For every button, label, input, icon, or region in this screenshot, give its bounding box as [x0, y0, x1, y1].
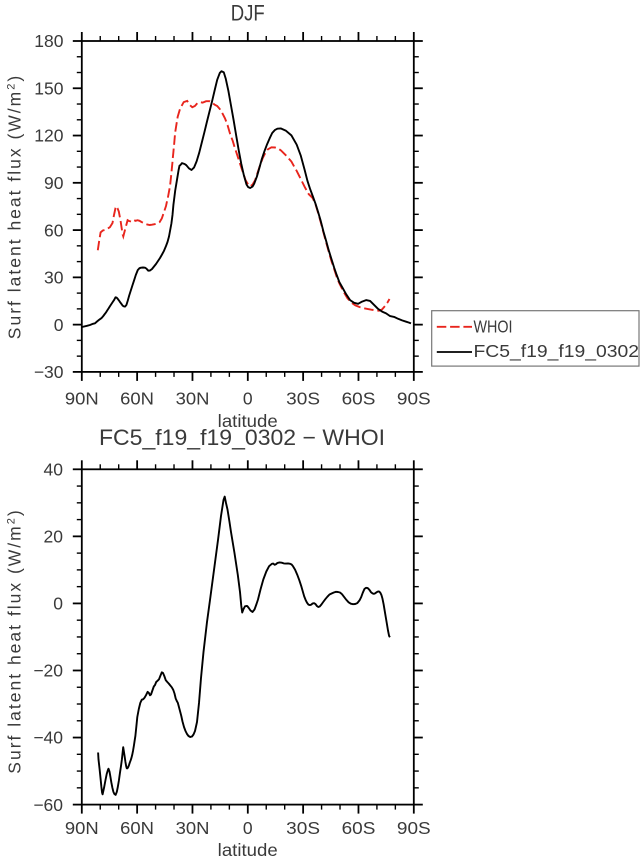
svg-text:30: 30 [44, 268, 64, 288]
svg-text:120: 120 [34, 126, 63, 146]
svg-text:40: 40 [44, 460, 64, 480]
svg-text:30N: 30N [176, 388, 210, 408]
svg-text:30N: 30N [176, 818, 210, 838]
svg-text:90N: 90N [65, 388, 99, 408]
svg-text:60S: 60S [342, 388, 376, 408]
svg-text:WHOI: WHOI [474, 317, 513, 337]
svg-text:latitude: latitude [218, 840, 278, 860]
svg-text:90: 90 [44, 173, 64, 193]
svg-text:30S: 30S [286, 388, 320, 408]
svg-text:30S: 30S [286, 818, 320, 838]
svg-text:0: 0 [243, 818, 253, 838]
svg-text:150: 150 [34, 79, 63, 99]
svg-text:90S: 90S [397, 818, 431, 838]
svg-text:−60: −60 [33, 795, 63, 815]
svg-text:Surf latent heat flux (W/m2): Surf latent heat flux (W/m2) [5, 508, 25, 773]
svg-text:0: 0 [243, 388, 253, 408]
svg-text:20: 20 [44, 527, 64, 547]
svg-text:FC5_f19_f19_0302: FC5_f19_f19_0302 [474, 341, 640, 362]
svg-text:FC5_f19_f19_0302 − WHOI: FC5_f19_f19_0302 − WHOI [99, 425, 385, 450]
svg-text:0: 0 [53, 594, 63, 614]
svg-text:DJF: DJF [231, 1, 265, 26]
svg-text:0: 0 [54, 315, 64, 335]
svg-text:−30: −30 [34, 362, 64, 382]
svg-text:180: 180 [34, 31, 63, 51]
svg-text:60: 60 [44, 220, 64, 240]
svg-text:latitude: latitude [218, 411, 278, 431]
svg-text:90N: 90N [65, 818, 99, 838]
svg-text:−40: −40 [33, 728, 63, 748]
svg-text:−20: −20 [33, 661, 63, 681]
svg-text:60S: 60S [342, 818, 376, 838]
svg-text:60N: 60N [120, 818, 154, 838]
svg-text:Surf latent heat flux (W/m2): Surf latent heat flux (W/m2) [5, 74, 25, 339]
svg-text:90S: 90S [397, 388, 431, 408]
svg-text:60N: 60N [120, 388, 154, 408]
